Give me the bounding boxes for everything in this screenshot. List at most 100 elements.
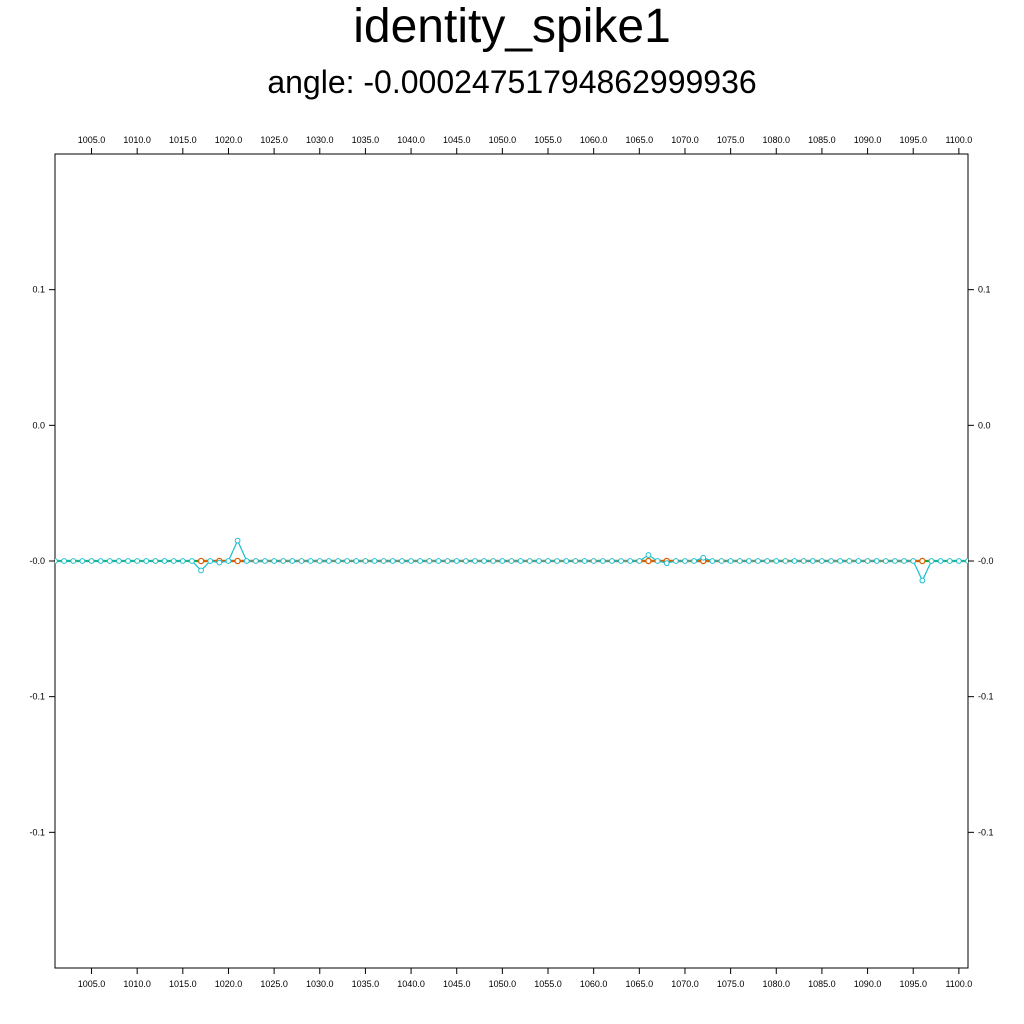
data-point bbox=[371, 558, 378, 564]
x-tick-label-top: 1020.0 bbox=[215, 135, 243, 145]
data-point bbox=[919, 557, 926, 565]
x-tick-label-bottom: 1005.0 bbox=[78, 979, 106, 989]
x-tick-label-top: 1030.0 bbox=[306, 135, 334, 145]
data-point bbox=[590, 558, 597, 564]
x-tick-label-bottom: 1070.0 bbox=[671, 979, 699, 989]
data-point bbox=[946, 558, 953, 564]
data-point bbox=[134, 558, 141, 564]
data-point bbox=[362, 558, 369, 564]
data-point bbox=[782, 558, 789, 564]
y-tick-label-right: -0.0 bbox=[978, 556, 994, 566]
data-point bbox=[344, 558, 351, 564]
data-point bbox=[243, 558, 250, 564]
data-point bbox=[55, 558, 58, 564]
data-point bbox=[709, 558, 716, 564]
data-point bbox=[645, 557, 652, 565]
y-tick-label-right: 0.0 bbox=[978, 420, 991, 430]
data-point bbox=[919, 577, 926, 584]
data-point bbox=[399, 558, 405, 564]
x-tick-label-top: 1025.0 bbox=[260, 135, 288, 145]
data-point bbox=[819, 558, 825, 564]
data-point bbox=[545, 558, 551, 564]
x-tick-label-bottom: 1060.0 bbox=[580, 979, 608, 989]
data-point bbox=[216, 559, 223, 566]
data-point bbox=[408, 558, 414, 564]
data-point bbox=[61, 558, 68, 564]
x-tick-label-bottom: 1055.0 bbox=[534, 979, 562, 989]
x-tick-label-bottom: 1040.0 bbox=[397, 979, 425, 989]
y-tick-label-left: 0.0 bbox=[32, 420, 45, 430]
x-tick-label-top: 1060.0 bbox=[580, 135, 608, 145]
x-tick-label-top: 1065.0 bbox=[626, 135, 654, 145]
data-point bbox=[955, 558, 962, 564]
x-tick-label-top: 1010.0 bbox=[123, 135, 151, 145]
data-point bbox=[116, 558, 122, 564]
x-tick-label-bottom: 1050.0 bbox=[489, 979, 517, 989]
data-point bbox=[106, 558, 113, 564]
x-tick-label-top: 1035.0 bbox=[352, 135, 380, 145]
data-point bbox=[937, 558, 944, 564]
data-point bbox=[435, 558, 442, 564]
data-point bbox=[125, 558, 131, 564]
x-tick-label-bottom: 1090.0 bbox=[854, 979, 882, 989]
data-point bbox=[335, 558, 341, 564]
x-tick-label-bottom: 1085.0 bbox=[808, 979, 836, 989]
data-point bbox=[234, 537, 241, 544]
data-point bbox=[88, 558, 95, 564]
data-point bbox=[928, 558, 935, 564]
data-point bbox=[490, 558, 497, 564]
y-tick-label-right: -0.1 bbox=[978, 692, 994, 702]
x-tick-label-bottom: 1035.0 bbox=[352, 979, 380, 989]
data-point bbox=[572, 558, 579, 564]
series-3 bbox=[55, 537, 968, 584]
data-point bbox=[198, 567, 204, 574]
data-point bbox=[161, 558, 168, 564]
x-tick-label-top: 1070.0 bbox=[671, 135, 699, 145]
data-point bbox=[764, 558, 771, 564]
data-point bbox=[234, 557, 241, 565]
data-point bbox=[472, 558, 478, 564]
x-tick-label-top: 1015.0 bbox=[169, 135, 197, 145]
data-point bbox=[380, 558, 387, 564]
y-tick-label-left: 0.1 bbox=[32, 285, 45, 295]
data-point bbox=[855, 558, 862, 564]
x-tick-label-top: 1045.0 bbox=[443, 135, 471, 145]
data-point bbox=[636, 558, 643, 564]
x-tick-label-bottom: 1075.0 bbox=[717, 979, 745, 989]
data-point bbox=[682, 558, 688, 564]
data-point bbox=[554, 558, 561, 564]
data-point bbox=[307, 558, 314, 564]
data-point bbox=[326, 558, 332, 564]
data-point bbox=[252, 558, 259, 564]
data-point bbox=[892, 558, 898, 564]
data-point bbox=[197, 557, 205, 565]
chart-title: identity_spike1 bbox=[353, 0, 671, 53]
data-point bbox=[846, 558, 853, 564]
data-point bbox=[864, 558, 871, 564]
data-point bbox=[800, 558, 807, 564]
data-point bbox=[718, 558, 725, 564]
x-tick-label-bottom: 1095.0 bbox=[899, 979, 927, 989]
x-tick-label-top: 1085.0 bbox=[808, 135, 836, 145]
x-tick-label-top: 1055.0 bbox=[534, 135, 562, 145]
data-point bbox=[517, 558, 524, 564]
data-point bbox=[736, 558, 743, 564]
data-point bbox=[271, 558, 278, 564]
data-point bbox=[672, 558, 679, 564]
x-tick-label-bottom: 1065.0 bbox=[626, 979, 654, 989]
data-point bbox=[526, 558, 533, 564]
data-point bbox=[700, 554, 707, 561]
data-point bbox=[189, 558, 195, 564]
data-point bbox=[581, 558, 588, 564]
data-point bbox=[97, 558, 104, 564]
x-tick-label-top: 1090.0 bbox=[854, 135, 882, 145]
x-tick-label-bottom: 1100.0 bbox=[945, 979, 972, 989]
data-point bbox=[426, 558, 433, 564]
x-tick-label-bottom: 1025.0 bbox=[260, 979, 288, 989]
data-point bbox=[654, 558, 661, 564]
y-tick-label-left: -0.0 bbox=[29, 556, 45, 566]
data-point bbox=[910, 558, 917, 564]
y-tick-label-right: 0.1 bbox=[978, 285, 991, 295]
data-point bbox=[609, 558, 615, 564]
